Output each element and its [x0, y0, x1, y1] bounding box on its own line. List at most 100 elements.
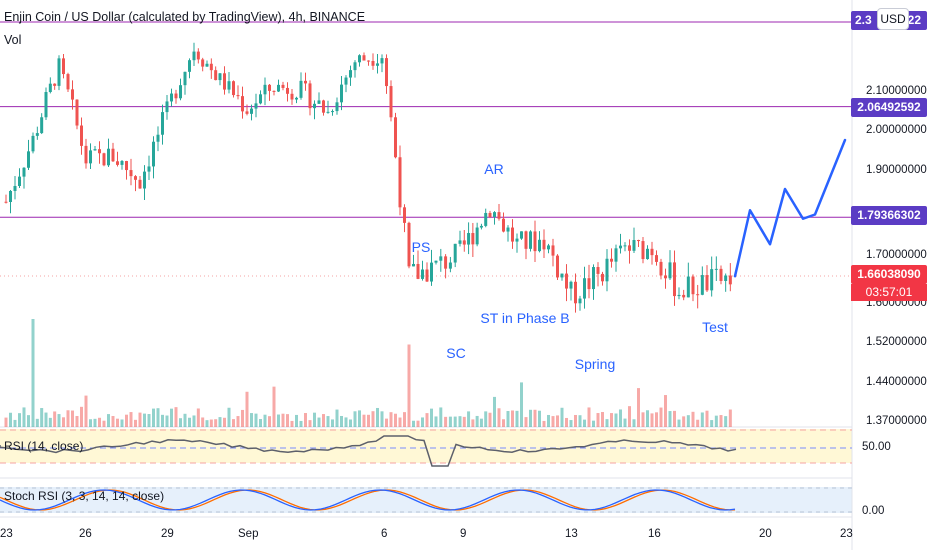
volume-bar [232, 419, 235, 427]
candle-body [241, 96, 244, 112]
volume-bar [205, 420, 209, 427]
annotation-ar: AR [484, 161, 504, 177]
candle-body [165, 101, 169, 113]
candle-body [515, 238, 519, 242]
projection-path [733, 138, 847, 278]
volume-label: Vol [4, 33, 22, 47]
volume-bar [578, 415, 582, 427]
candle-body [290, 93, 294, 100]
candle-body [394, 117, 397, 158]
volume-bar [259, 419, 262, 427]
candle-body [700, 275, 704, 295]
volume-bar [165, 415, 169, 427]
candle-body [344, 77, 348, 85]
candle-body [116, 161, 119, 165]
volume-bar [152, 408, 155, 427]
volume-bar [434, 416, 438, 427]
candle-body [125, 161, 128, 171]
candle-body [628, 245, 631, 251]
candle-body [416, 263, 420, 279]
candle-body [641, 241, 645, 260]
volume-bar [93, 418, 97, 427]
annotation-test: Test [702, 319, 728, 335]
currency-button[interactable]: USD [877, 8, 909, 30]
volume-bar [183, 413, 187, 427]
rsi-label[interactable]: RSI (14, close) [4, 439, 84, 453]
volume-bar [632, 419, 636, 427]
candle-body [430, 262, 433, 282]
volume-bar [448, 416, 452, 427]
volume-bar [462, 416, 466, 427]
candle-body [691, 276, 695, 295]
volume-bar [596, 413, 600, 427]
candle-body [632, 240, 636, 251]
volume-bar [9, 412, 12, 427]
candle-body [569, 281, 573, 289]
candle-body [614, 248, 618, 262]
candle-body [511, 227, 514, 242]
volume-bar [277, 414, 280, 427]
volume-bar [340, 415, 343, 427]
volume-bar [268, 416, 271, 427]
volume-bar [236, 416, 240, 427]
volume-bar [179, 418, 182, 427]
candle-body [138, 179, 142, 189]
candle-body [254, 103, 258, 109]
candle-body [664, 275, 667, 279]
volume-bar [245, 391, 249, 427]
volume-bar [506, 411, 510, 427]
volume-bar [223, 417, 226, 427]
volume-bar [143, 413, 146, 427]
volume-bar [295, 414, 298, 427]
volume-bar [241, 409, 244, 427]
stoch-rsi-label[interactable]: Stoch RSI (3, 3, 14, 14, close) [4, 489, 165, 503]
volume-bar [479, 418, 483, 427]
volume-bar [583, 419, 586, 427]
candle-body [227, 81, 231, 90]
stoch-d-line [0, 489, 736, 511]
candle-body [506, 227, 510, 232]
volume-bar [31, 319, 35, 427]
candle-body [677, 294, 681, 297]
level-label-resistance: 2.06492592 [851, 98, 927, 117]
volume-bar [619, 409, 622, 427]
price-tick: 1.90000000 [866, 164, 927, 176]
volume-bar [515, 410, 519, 427]
chart-title: Enjin Coin / US Dollar (calculated by Tr… [4, 10, 366, 24]
volume-bar [129, 412, 133, 427]
price-tick: 2.10000000 [866, 85, 927, 97]
volume-bar [547, 414, 550, 427]
candle-body [201, 59, 205, 67]
volume-bar [27, 415, 30, 427]
volume-bar [102, 420, 106, 427]
candle-body [434, 260, 438, 263]
candle-body [80, 125, 83, 146]
candle-body [48, 83, 52, 93]
candle-body [161, 112, 164, 135]
candle-body [547, 245, 550, 250]
candle-body [174, 93, 178, 99]
volume-bar [605, 419, 609, 427]
candle-body [578, 298, 582, 304]
candle-body [488, 212, 492, 217]
price-tick: 1.37000000 [866, 415, 927, 427]
candle-body [107, 148, 110, 166]
candle-body [218, 73, 222, 81]
candle-body [385, 58, 388, 87]
volume-bar [317, 417, 321, 427]
candle-body [538, 239, 541, 252]
candle-body [714, 268, 718, 270]
candle-body [358, 55, 361, 63]
candle-body [467, 233, 471, 245]
volume-bar [569, 420, 573, 427]
candle-body [331, 111, 334, 113]
volume-bar [484, 411, 488, 427]
volume-bar [147, 414, 151, 427]
volume-bar [371, 411, 375, 427]
candle-body [313, 103, 316, 109]
candle-body [111, 148, 115, 162]
stoch-k-line [0, 489, 736, 511]
candle-body [75, 99, 79, 126]
